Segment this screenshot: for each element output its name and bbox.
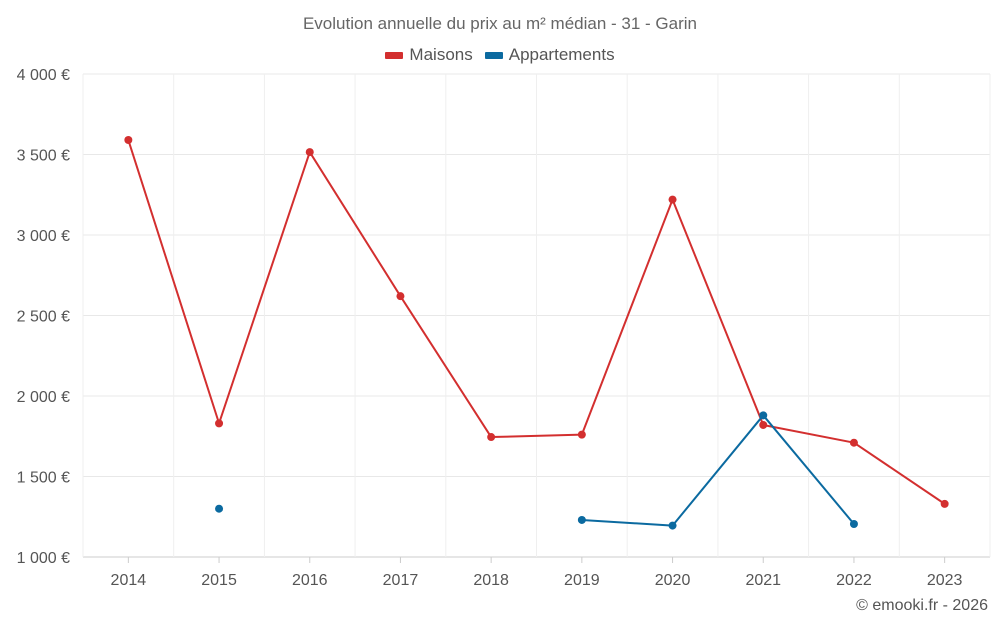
data-point-maisons [849, 438, 858, 447]
x-tick-label: 2021 [745, 572, 781, 589]
data-point-maisons [305, 148, 314, 157]
legend-item-maisons[interactable]: Maisons [385, 45, 473, 65]
data-point-maisons [577, 430, 586, 439]
y-tick-label: 2 500 € [17, 309, 70, 326]
data-point-maisons [124, 136, 133, 145]
chart-title: Evolution annuelle du prix au m² médian … [302, 14, 698, 33]
data-point-appartements [577, 515, 586, 524]
y-tick-label: 2 000 € [17, 389, 70, 406]
data-point-appartements [849, 519, 858, 528]
x-tick-label: 2023 [927, 572, 963, 589]
legend-label-appartements: Appartements [508, 45, 615, 64]
series-line-appartements [581, 414, 855, 527]
data-point-appartements [668, 521, 677, 530]
data-point-maisons [668, 195, 677, 204]
data-point-appartements [759, 411, 768, 420]
x-tick-label: 2018 [473, 572, 509, 589]
y-tick-label: 1 000 € [17, 550, 70, 567]
legend-swatch-maisons [385, 51, 404, 59]
data-point-maisons [215, 419, 224, 428]
y-tick-label: 4 000 € [17, 67, 70, 84]
x-tick-label: 2015 [201, 572, 237, 589]
x-tick-label: 2017 [383, 572, 419, 589]
x-tick-label: 2020 [655, 572, 691, 589]
x-tick-label: 2019 [564, 572, 600, 589]
legend-item-appartements[interactable]: Appartements [484, 45, 615, 65]
legend-label-maisons: Maisons [409, 45, 473, 64]
data-point-maisons [759, 420, 768, 429]
y-tick-label: 3 500 € [17, 148, 70, 165]
y-tick-label: 1 500 € [17, 470, 70, 487]
data-point-appartements [215, 504, 224, 513]
x-tick-label: 2016 [292, 572, 328, 589]
series-line-maisons [127, 139, 946, 505]
x-tick-label: 2014 [111, 572, 147, 589]
data-point-maisons [396, 292, 405, 301]
data-point-maisons [487, 433, 496, 442]
x-tick-label: 2022 [836, 572, 872, 589]
y-tick-label: 3 000 € [17, 228, 70, 245]
legend-swatch-appartements [484, 51, 503, 59]
credit-text: © emooki.fr - 2026 [856, 597, 988, 614]
legend: Maisons Appartements [0, 45, 1000, 65]
data-point-maisons [940, 499, 949, 508]
